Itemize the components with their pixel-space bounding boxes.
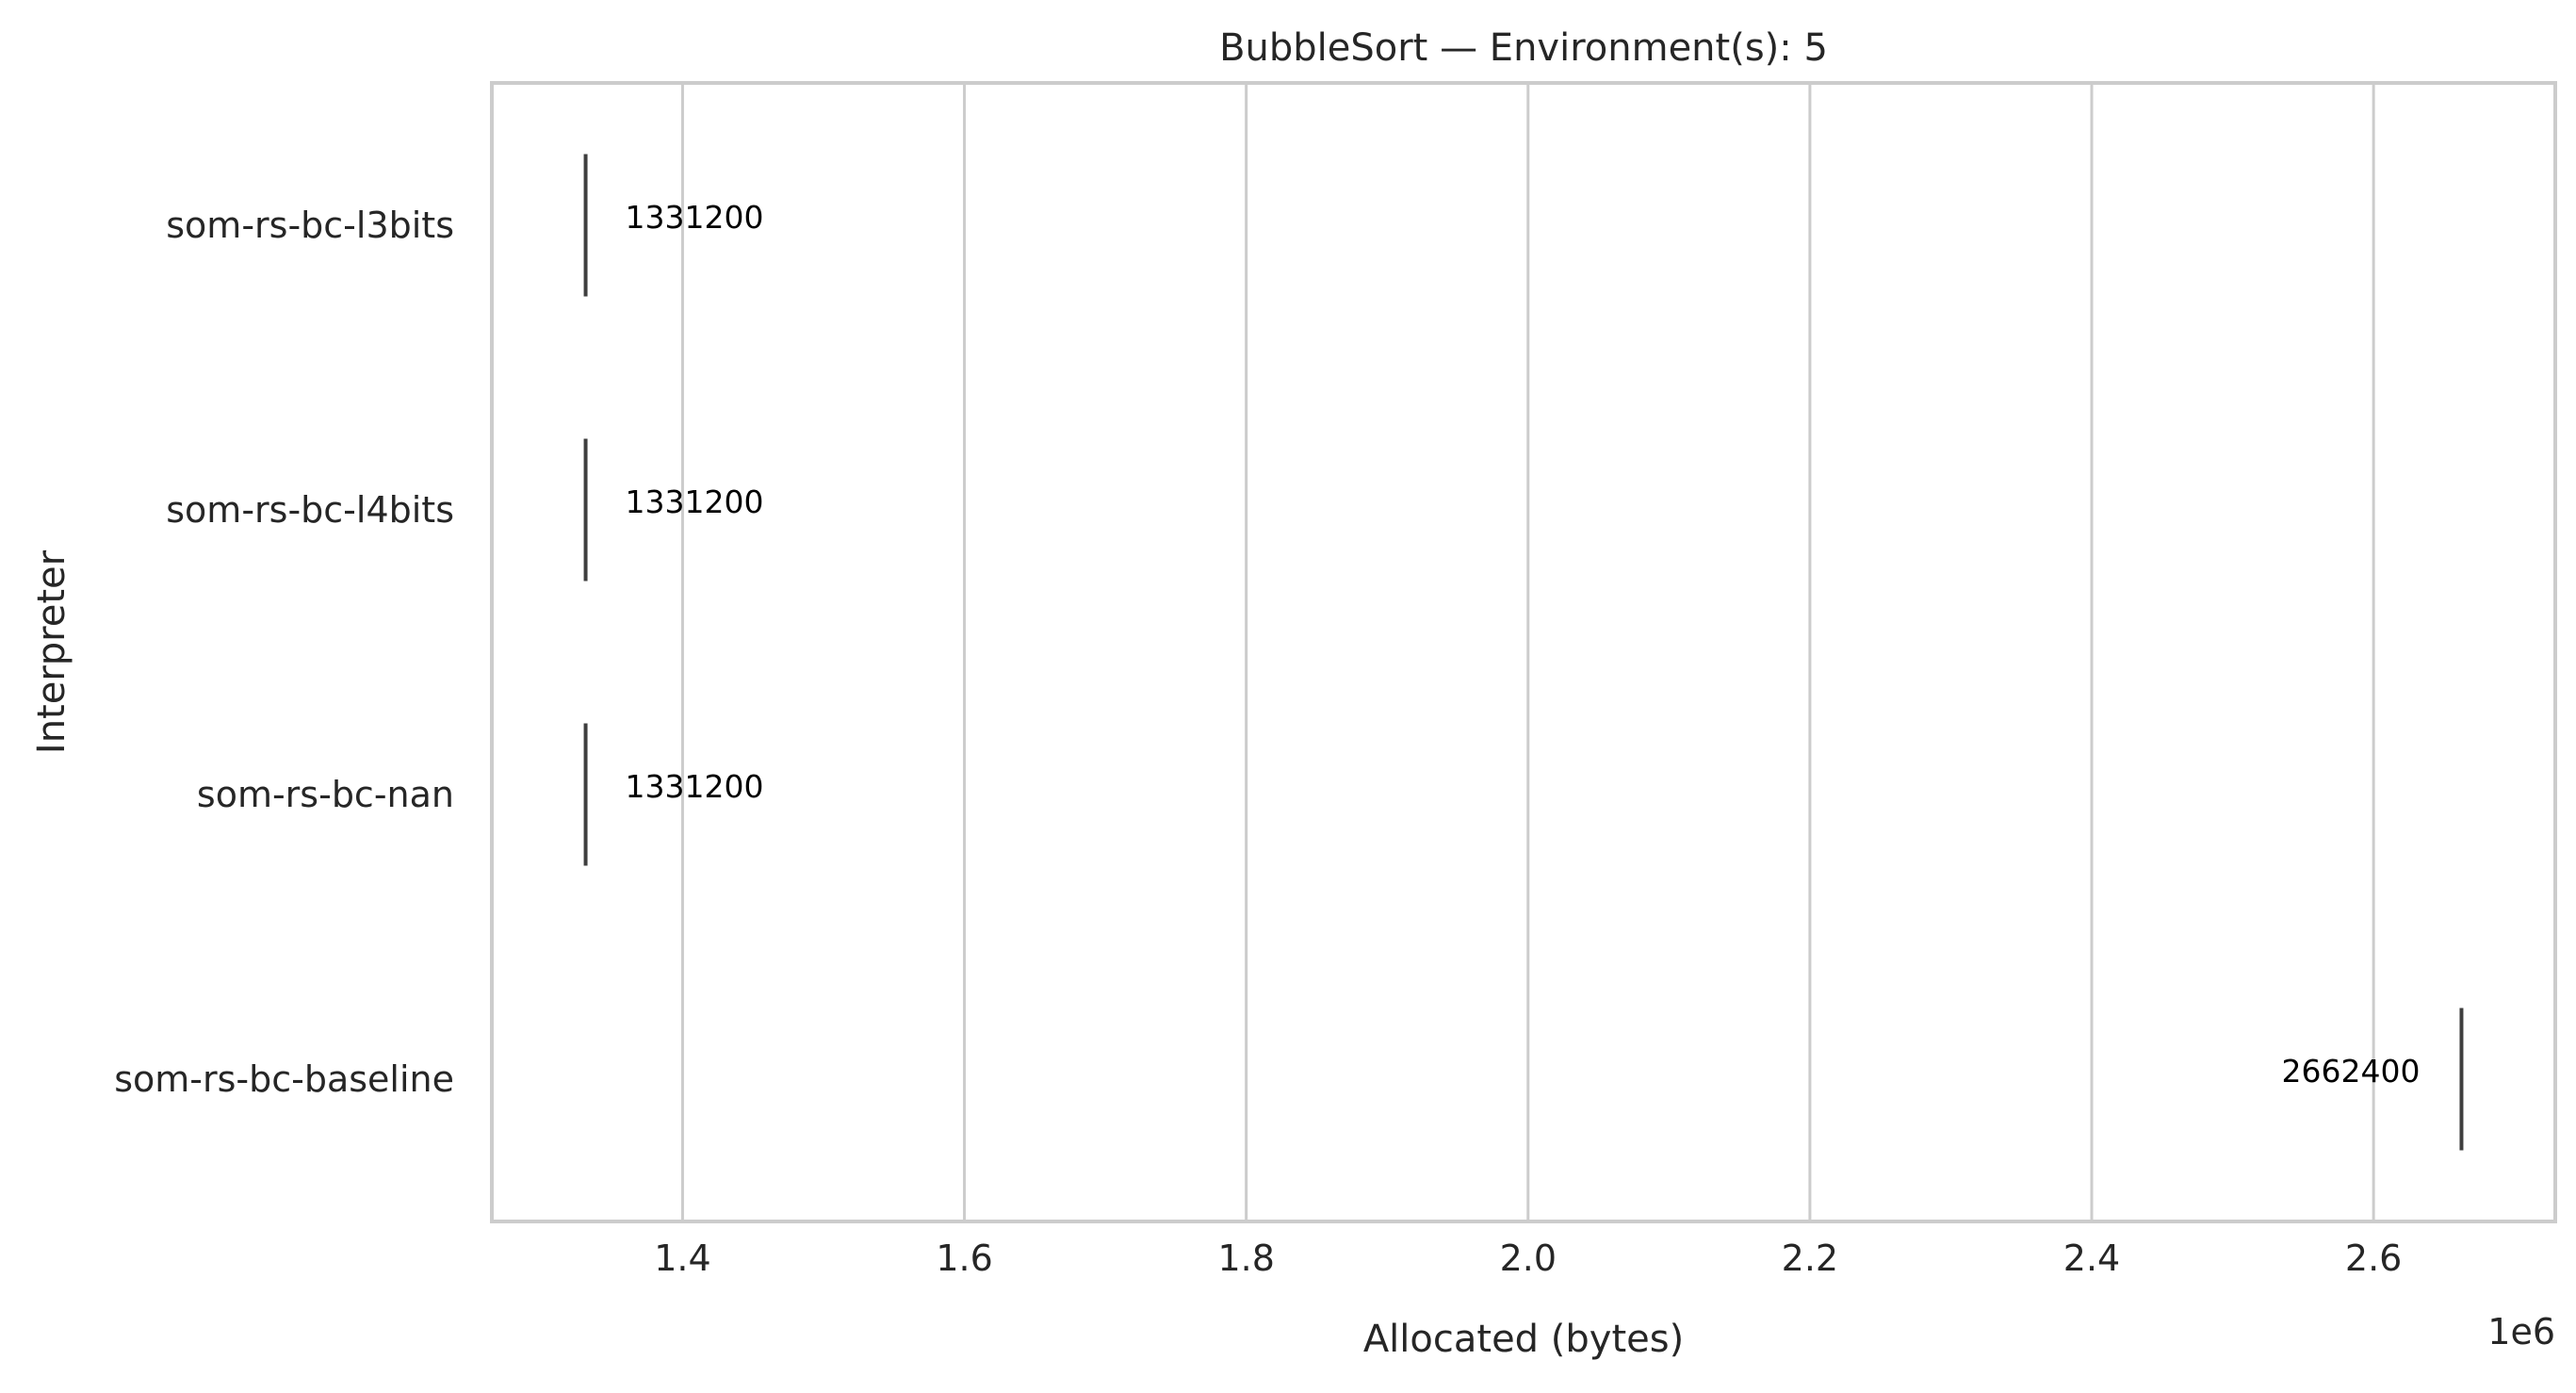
data-label: 1331200 [626, 768, 764, 805]
x-tick-label: 1.8 [1217, 1237, 1274, 1279]
chart-title: BubbleSort — Environment(s): 5 [1219, 26, 1828, 70]
y-tick-label: som-rs-bc-l3bits [166, 205, 454, 246]
data-label: 1331200 [626, 483, 764, 520]
data-label: 2662400 [2281, 1053, 2420, 1090]
y-axis-label: Interpreter [30, 549, 73, 754]
x-tick-label: 2.0 [1500, 1237, 1557, 1279]
plot-frame [490, 81, 2557, 1223]
y-tick-label: som-rs-bc-nan [197, 774, 454, 815]
x-tick-label: 1.4 [654, 1237, 710, 1279]
y-tick-label: som-rs-bc-l4bits [166, 489, 454, 531]
x-axis-offset-label: 1e6 [2487, 1311, 2555, 1352]
x-axis-label: Allocated (bytes) [1363, 1318, 1684, 1361]
x-tick-label: 2.2 [1782, 1237, 1838, 1279]
x-tick-label: 1.6 [936, 1237, 992, 1279]
y-tick-label: som-rs-bc-baseline [114, 1058, 454, 1100]
x-tick-label: 2.4 [2063, 1237, 2120, 1279]
x-tick-label: 2.6 [2345, 1237, 2402, 1279]
data-label: 1331200 [626, 199, 764, 236]
